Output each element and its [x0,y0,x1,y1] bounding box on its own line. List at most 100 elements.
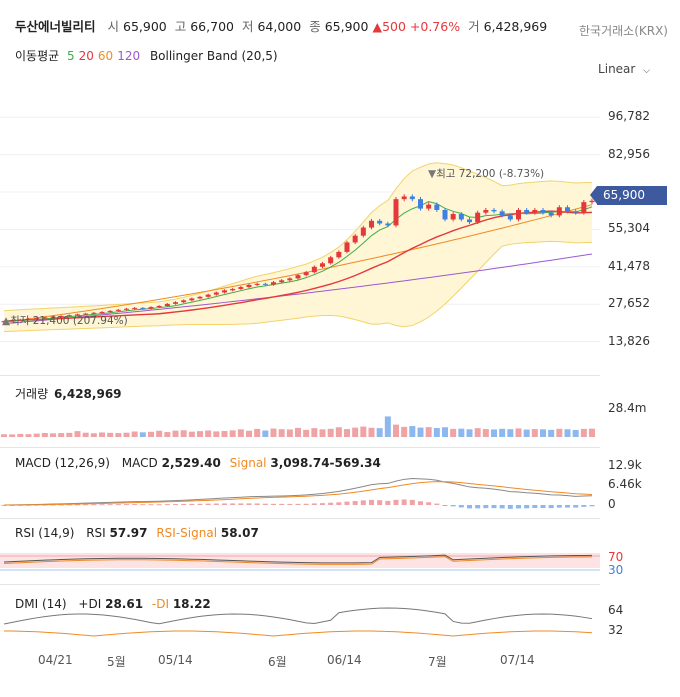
macd-histogram-bar [352,500,358,505]
macd-histogram-bar [148,504,154,506]
rsi-signal-line [3,556,593,565]
scale-select[interactable]: Linear ⌵ [598,62,650,76]
macd-histogram-bar [475,505,481,509]
macd-histogram-bar [516,505,521,509]
bollinger-label: Bollinger Band (20,5) [149,49,278,63]
candle-body [303,272,309,276]
x-axis-label: 7월 [428,655,447,669]
volume-bar [523,429,530,437]
volume-bar [531,429,538,437]
macd-histogram-bar [311,503,317,505]
volume-bar [270,428,277,437]
macd-histogram-bar [222,503,227,505]
volume-bar [286,429,293,437]
candle-body [197,296,203,299]
candle-body [9,320,15,322]
candle-body [524,209,530,213]
dmi-panel-title: DMI (14) +DI 28.61 -DI 18.22 [15,597,211,611]
current-price: 65,900 [603,188,645,202]
macd-histogram-bar [83,504,89,506]
macd-tick-zero: 0 [608,497,616,511]
bollinger-band-fill [4,162,592,332]
macd-histogram-bar [181,503,187,505]
volume-bar [107,432,114,437]
candle-body [164,303,170,307]
rsi-signal-value: 58.07 [220,526,259,540]
macd-histogram-bar [499,505,505,509]
rsi-line [3,554,593,564]
macd-histogram-bar [369,499,374,505]
ma-legend-120: 120 [117,49,141,63]
volume-bar [458,428,465,437]
volume-bar [311,428,318,437]
candle-body [246,284,252,288]
y-tick-label: 82,956 [608,146,650,161]
macd-histogram-bar [409,499,415,505]
candle-body [573,211,579,213]
low-label: 저 [241,19,254,34]
macd-histogram-bar [458,505,464,508]
volume-bar [50,433,56,437]
current-price-tag: 65,900 [590,186,667,205]
macd-histogram-bar [75,504,80,506]
candle-body [328,257,334,264]
volume-bar [433,428,440,437]
close-value: 65,900 [324,19,369,34]
macd-histogram-bar [66,504,72,506]
scale-value: Linear [598,62,636,76]
candle-body [287,278,293,281]
ma-legend-5: 5 [67,49,75,63]
candle-body [75,314,80,316]
macd-histogram-bar [385,500,391,505]
candle-body [107,310,113,312]
volume-bar [482,429,489,437]
macd-histogram-bar [565,505,570,508]
macd-histogram-bar [197,503,203,505]
candle-body [467,219,472,223]
candle-body [189,298,195,301]
volume-bar [66,432,73,437]
macd-histogram-bar [393,499,399,505]
ma5-line [3,201,593,322]
macd-histogram-bar [434,503,440,505]
low-annotation: ▲최저 21,400 (207.94%) [2,313,128,328]
volume-bar [115,433,122,437]
stock-name: 두산에너빌리티 [15,19,96,34]
candle-body [385,223,391,226]
macd-histogram-bar [287,503,293,505]
volume-panel-title: 거래량 6,428,969 [15,385,122,402]
candle-body [132,307,138,309]
candle-body [271,282,276,285]
macd-panel-title: MACD (12,26,9) MACD 2,529.40 Signal 3,09… [15,456,381,470]
volume-tick: 28.4m [608,401,647,415]
volume-bar [295,427,301,437]
open-label: 시 [107,19,120,34]
x-axis-label: 05/14 [158,653,193,667]
y-tick-label: 41,478 [608,258,650,273]
candle-body [532,209,538,213]
volume-bar [156,430,163,437]
candle-body [26,318,31,320]
macd-histogram-bar [426,502,432,505]
macd-histogram-bar [1,505,7,506]
candle-body [173,302,178,304]
volume-bar [409,426,416,437]
macd-panel-label: MACD (12,26,9) [15,456,110,470]
volume-value: 6,428,969 [483,19,548,34]
volume-bar [90,433,97,437]
macd-histogram-bar [483,505,489,509]
candle-body [369,220,374,228]
macd-histogram-bar [246,503,252,505]
volume-bar [205,430,212,437]
macd-value: 2,529.40 [161,456,221,470]
macd-histogram-bar [418,501,423,505]
candle-body [295,275,301,279]
macd-histogram-bar [556,505,562,508]
volume-bar [580,428,587,437]
candle-body [393,199,399,226]
candle-body [238,287,244,289]
volume-bar [450,428,457,437]
mdi-label: -DI [151,597,169,611]
volume-bar [352,427,359,437]
volume-bar [148,431,154,437]
